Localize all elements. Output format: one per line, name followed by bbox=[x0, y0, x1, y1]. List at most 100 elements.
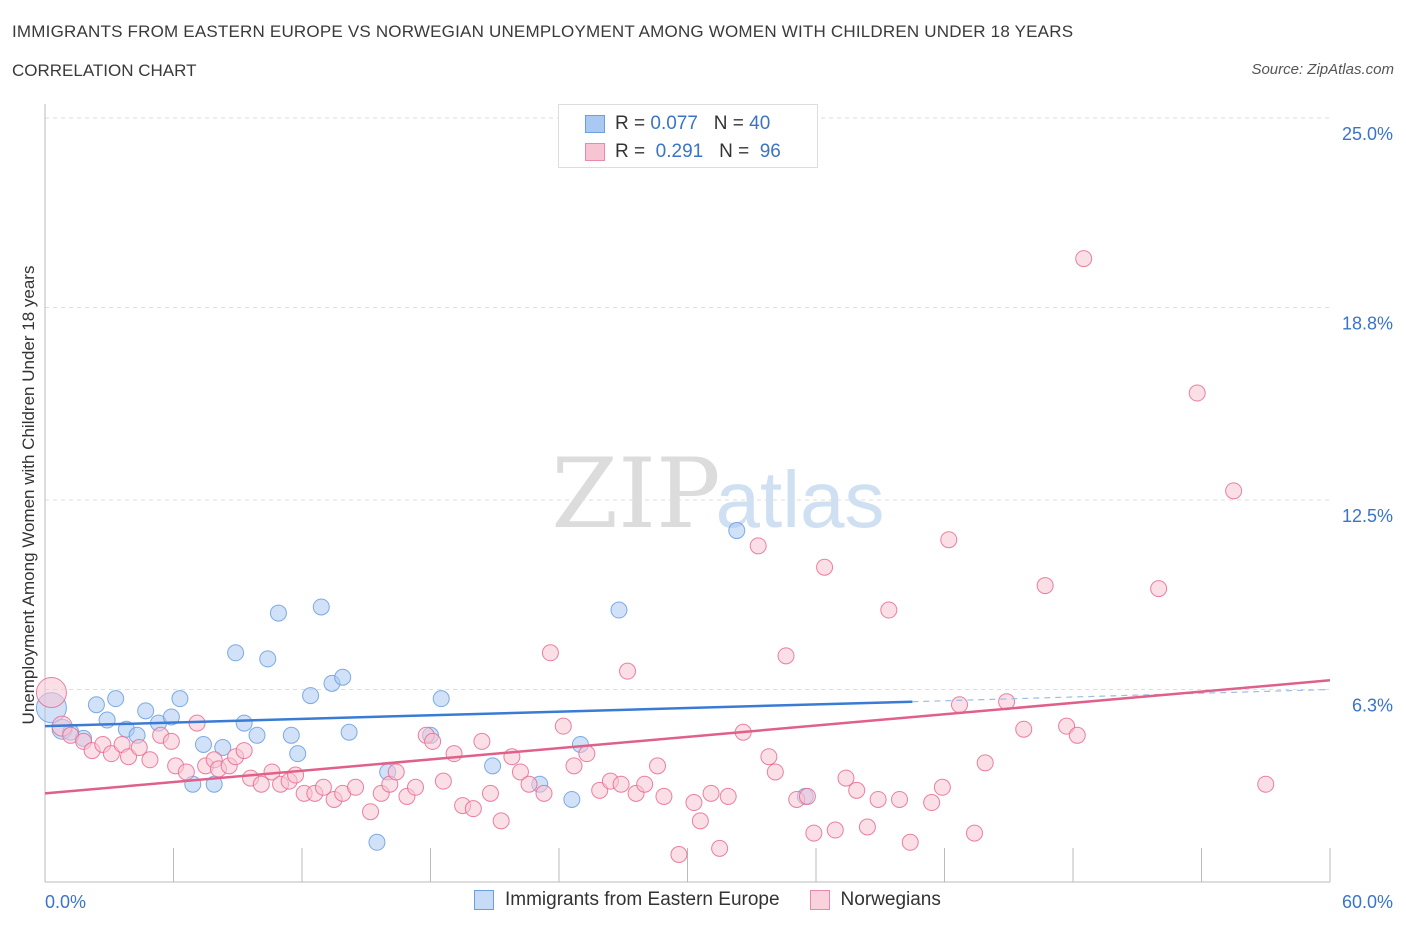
point-norwegians bbox=[511, 763, 529, 781]
trend-line-norwegians bbox=[44, 679, 1331, 795]
point-norwegians bbox=[162, 732, 180, 750]
point-immigrants bbox=[334, 668, 352, 686]
point-immigrants bbox=[87, 696, 105, 714]
point-norwegians bbox=[691, 812, 709, 830]
point-norwegians bbox=[535, 784, 553, 802]
point-immigrants bbox=[194, 735, 212, 753]
y-tick-label: 6.3% bbox=[1352, 695, 1393, 715]
point-norwegians bbox=[933, 778, 951, 796]
legend-swatch-norwegians bbox=[809, 890, 830, 910]
trend-line-immigrants bbox=[44, 700, 913, 728]
point-norwegians bbox=[702, 784, 720, 802]
point-immigrants bbox=[269, 604, 287, 622]
legend-label-norwegians: Norwegians bbox=[840, 889, 941, 910]
point-immigrants bbox=[563, 790, 581, 808]
point-norwegians bbox=[816, 558, 834, 576]
point-norwegians bbox=[1015, 720, 1033, 738]
point-immigrants bbox=[248, 726, 266, 744]
n-label: N = bbox=[713, 113, 744, 134]
point-norwegians bbox=[649, 757, 667, 775]
point-norwegians bbox=[719, 787, 737, 805]
n-label: N = bbox=[719, 141, 750, 162]
point-norwegians bbox=[541, 644, 559, 662]
point-norwegians bbox=[235, 742, 253, 760]
point-norwegians bbox=[1225, 482, 1243, 500]
legend-item-norwegians[interactable]: Norwegians bbox=[809, 889, 941, 911]
legend-item-immigrants[interactable]: Immigrants from Eastern Europe bbox=[474, 889, 780, 911]
point-norwegians bbox=[848, 781, 866, 799]
point-norwegians bbox=[565, 757, 583, 775]
point-norwegians bbox=[492, 812, 510, 830]
point-norwegians bbox=[445, 745, 463, 763]
y-tick-label: 18.8% bbox=[1342, 313, 1393, 333]
point-norwegians bbox=[636, 775, 654, 793]
point-norwegians bbox=[434, 772, 452, 790]
chart-title: IMMIGRANTS FROM EASTERN EUROPE VS NORWEG… bbox=[12, 22, 1074, 41]
point-norwegians bbox=[1188, 384, 1206, 402]
point-norwegians bbox=[901, 833, 919, 851]
n-value: 96 bbox=[759, 141, 781, 162]
point-norwegians bbox=[749, 537, 767, 555]
point-norwegians bbox=[869, 790, 887, 808]
gridlines bbox=[45, 117, 1330, 690]
point-norwegians bbox=[670, 845, 688, 863]
point-immigrants bbox=[137, 702, 155, 720]
legend-swatch-norwegians bbox=[585, 143, 605, 161]
legend-label-immigrants: Immigrants from Eastern Europe bbox=[505, 889, 780, 910]
point-norwegians bbox=[655, 787, 673, 805]
point-norwegians bbox=[976, 754, 994, 772]
point-immigrants bbox=[107, 690, 125, 708]
y-tick-labels: 6.3% 12.5% 18.8% 25.0% bbox=[1342, 124, 1393, 715]
chart-subtitle: CORRELATION CHART bbox=[12, 61, 197, 80]
y-axis-label: Unemployment Among Women with Children U… bbox=[19, 266, 38, 725]
point-immigrants bbox=[171, 690, 189, 708]
point-norwegians bbox=[858, 818, 876, 836]
point-norwegians bbox=[520, 775, 538, 793]
point-norwegians bbox=[760, 748, 778, 766]
point-norwegians bbox=[805, 824, 823, 842]
point-immigrants bbox=[368, 833, 386, 851]
point-norwegians bbox=[407, 778, 425, 796]
point-norwegians bbox=[1150, 580, 1168, 598]
point-norwegians bbox=[35, 677, 67, 709]
point-immigrants bbox=[728, 522, 746, 540]
point-immigrants bbox=[289, 745, 307, 763]
point-immigrants bbox=[340, 723, 358, 741]
point-immigrants bbox=[432, 690, 450, 708]
point-immigrants bbox=[302, 687, 320, 705]
point-norwegians bbox=[880, 601, 898, 619]
point-norwegians bbox=[1257, 775, 1275, 793]
legend-swatch-immigrants bbox=[474, 890, 494, 910]
r-label: R = bbox=[615, 141, 646, 162]
point-immigrants bbox=[227, 644, 245, 662]
trend-lines bbox=[44, 679, 1331, 795]
point-norwegians bbox=[387, 763, 405, 781]
y-tick-label: 25.0% bbox=[1342, 124, 1393, 144]
source-label: Source: ZipAtlas.com bbox=[1251, 61, 1394, 78]
point-norwegians bbox=[766, 763, 784, 781]
point-immigrants bbox=[610, 601, 628, 619]
trend-line-immigrants-extension bbox=[912, 688, 1331, 703]
point-norwegians bbox=[1036, 577, 1054, 595]
point-norwegians bbox=[923, 794, 941, 812]
point-norwegians bbox=[1068, 726, 1086, 744]
point-immigrants bbox=[214, 739, 232, 757]
n-value: 40 bbox=[749, 113, 771, 134]
point-norwegians bbox=[826, 821, 844, 839]
point-immigrants bbox=[312, 598, 330, 616]
point-immigrants bbox=[235, 714, 253, 732]
point-norwegians bbox=[424, 732, 442, 750]
point-norwegians bbox=[252, 775, 270, 793]
point-norwegians bbox=[177, 763, 195, 781]
axes bbox=[44, 104, 1331, 883]
point-norwegians bbox=[554, 717, 572, 735]
stats-legend-row-immigrants: R = 0.077 N = 40 bbox=[585, 112, 770, 136]
legend-swatch-immigrants bbox=[585, 115, 605, 133]
point-immigrants bbox=[282, 726, 300, 744]
point-norwegians bbox=[891, 790, 909, 808]
y-tick-label: 12.5% bbox=[1342, 506, 1393, 526]
point-norwegians bbox=[965, 824, 983, 842]
point-norwegians bbox=[685, 794, 703, 812]
r-value: 0.077 bbox=[650, 113, 698, 134]
point-norwegians bbox=[619, 662, 637, 680]
